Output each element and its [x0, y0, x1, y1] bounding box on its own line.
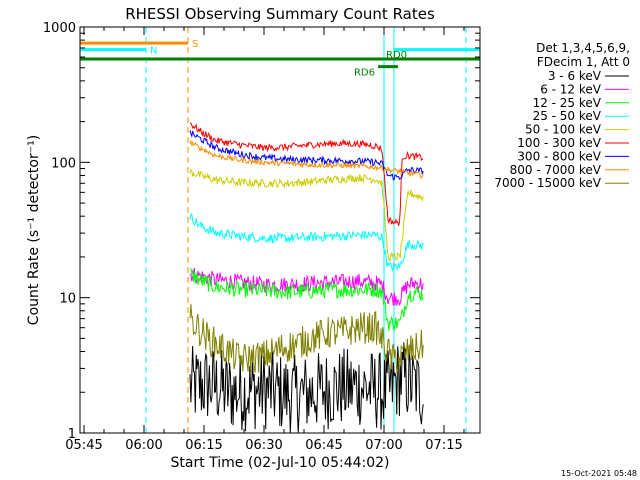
plot-frame: [79, 26, 481, 434]
x-tick-label-3: 06:30: [245, 438, 282, 453]
flag-label-rd6: RD6: [354, 68, 375, 79]
legend-label-0: 3 - 6 keV: [548, 69, 602, 83]
legend-label-8: 7000 - 15000 keV: [494, 176, 601, 190]
series-line-1: [189, 267, 424, 307]
legend-label-7: 800 - 7000 keV: [510, 163, 602, 177]
x-tick-label-1: 06:00: [125, 438, 162, 453]
series-line-4: [189, 168, 424, 262]
series-line-7: [189, 139, 424, 179]
generation-timestamp: 15-Oct-2021 05:48: [561, 469, 637, 478]
x-axis-label: Start Time (02-Jul-10 05:44:02): [170, 455, 389, 471]
x-tick-label-2: 06:15: [185, 438, 222, 453]
y-tick-label-3: 1000: [43, 21, 76, 36]
legend-label-6: 300 - 800 keV: [517, 149, 601, 163]
legend-label-4: 50 - 100 keV: [525, 123, 602, 137]
x-tick-label-4: 06:45: [305, 438, 342, 453]
series-line-5: [189, 122, 424, 226]
y-tick-label-2: 100: [51, 156, 76, 171]
legend-label-5: 100 - 300 keV: [517, 136, 601, 150]
x-tick-label-0: 05:45: [65, 438, 102, 453]
legend-header-line-2: FDecim 1, Att 0: [537, 55, 630, 69]
y-tick-label-1: 10: [59, 292, 76, 307]
series-line-2: [189, 268, 424, 332]
flag-label-rd0: RD0: [386, 50, 407, 61]
series-line-8: [189, 304, 424, 373]
series-line-0: [189, 342, 424, 433]
legend-label-3: 25 - 50 keV: [533, 109, 602, 123]
legend-label-1: 6 - 12 keV: [540, 82, 602, 96]
flag-label-n: N: [150, 46, 157, 57]
flag-label-s: S: [192, 39, 198, 50]
series-line-6: [189, 130, 424, 181]
legend-label-2: 12 - 25 keV: [533, 96, 602, 110]
x-tick-label-5: 07:00: [365, 438, 402, 453]
chart-title: RHESSI Observing Summary Count Rates: [125, 5, 435, 23]
series-line-3: [189, 213, 424, 273]
y-axis-label: Count Rate (s⁻¹ detector⁻¹): [26, 135, 42, 325]
x-tick-label-6: 07:15: [425, 438, 462, 453]
y-tick-label-0: 1: [68, 427, 76, 442]
legend-header-line-1: Det 1,3,4,5,6,9,: [536, 41, 630, 55]
